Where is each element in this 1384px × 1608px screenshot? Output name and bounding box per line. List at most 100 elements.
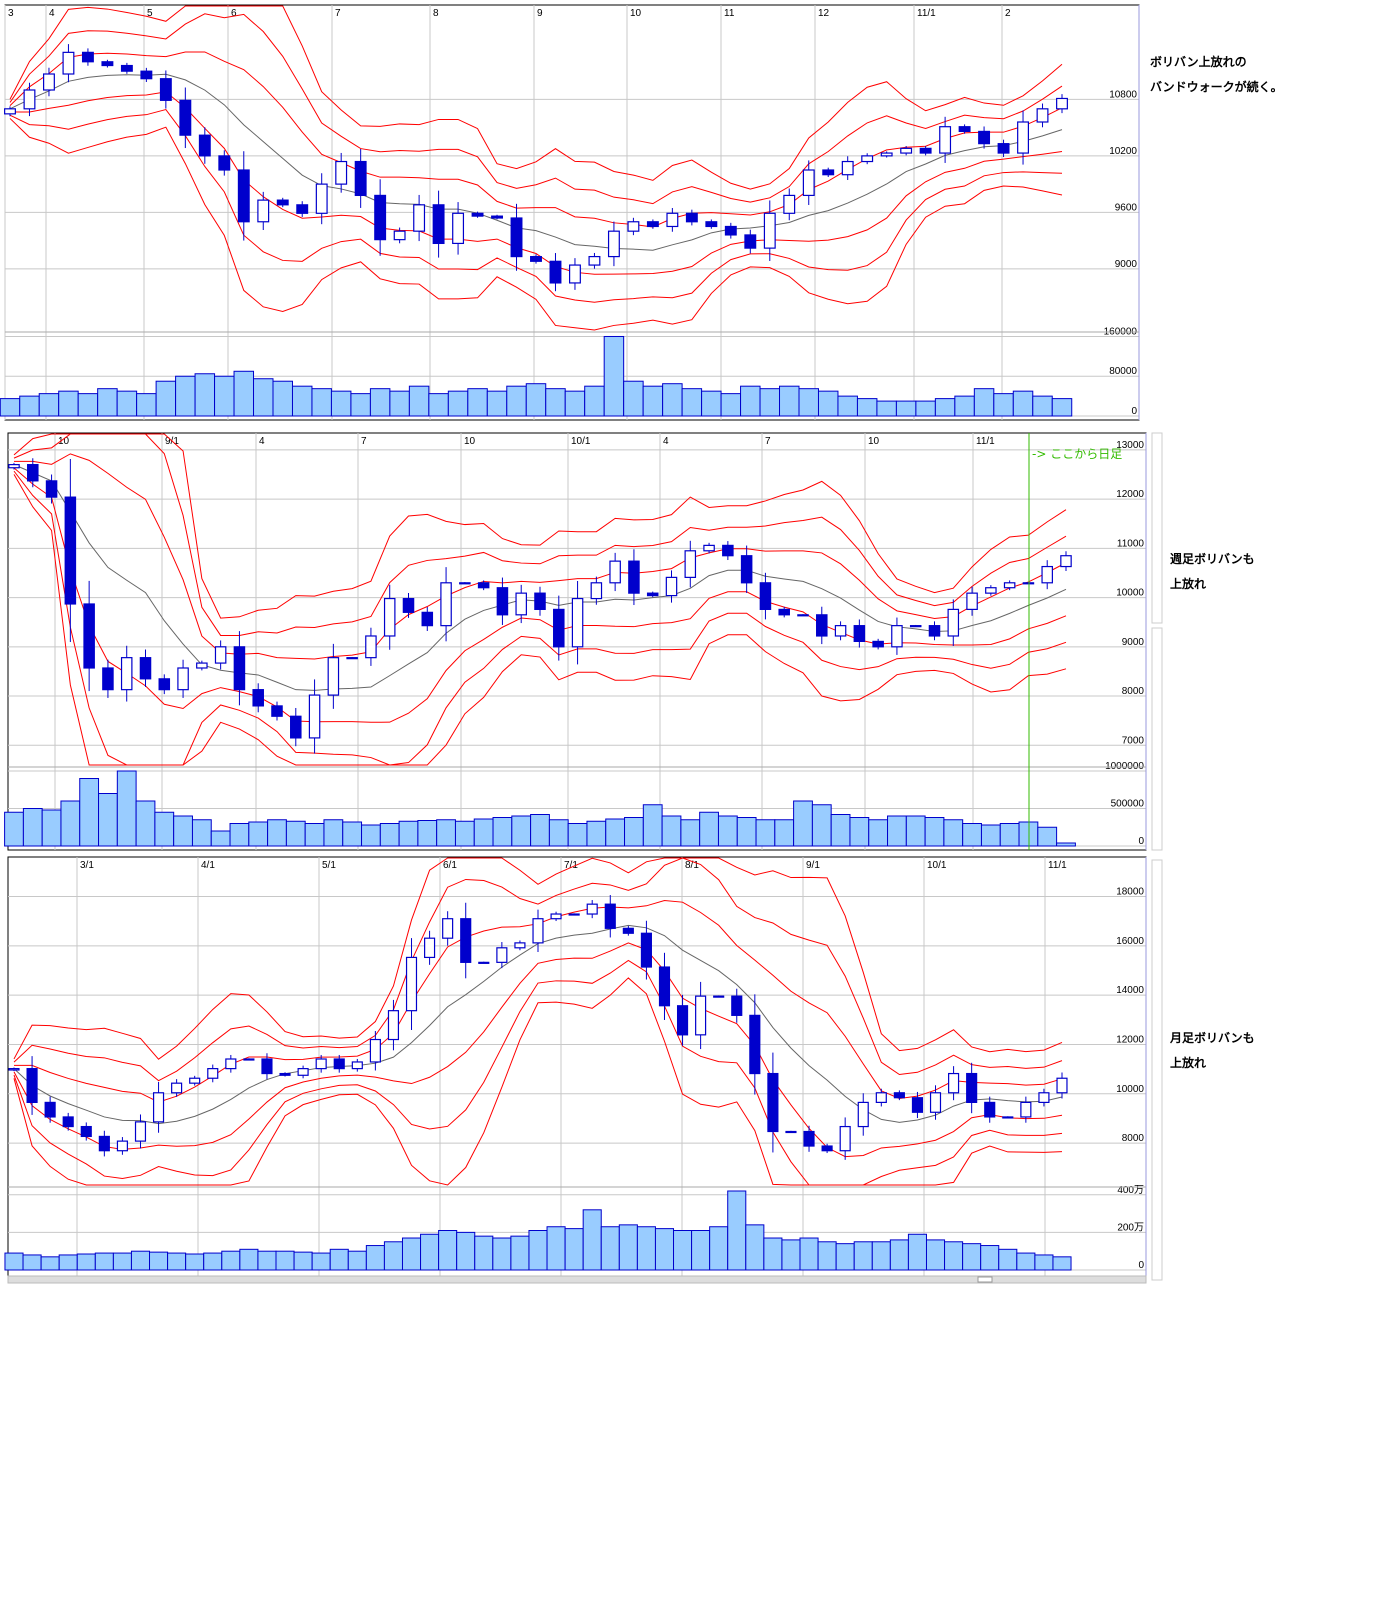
- volume-bar: [779, 385, 800, 417]
- volume-bar: [525, 383, 547, 417]
- volume-bar: [564, 1228, 584, 1271]
- candle-down: [628, 560, 640, 594]
- candle-up: [23, 89, 36, 110]
- candle-up: [713, 995, 725, 998]
- candle-down: [296, 204, 309, 214]
- volume-bar: [1032, 395, 1053, 417]
- bollinger-upper-2sigma: [9, 13, 1063, 205]
- price-tick-label: 8000: [1122, 1133, 1145, 1144]
- candle-up: [478, 961, 490, 964]
- date-tick-label: 9/1: [806, 860, 820, 871]
- volume-bar: [4, 811, 24, 847]
- candle-down: [83, 603, 95, 669]
- volume-bar: [112, 1252, 132, 1271]
- candle-down: [477, 582, 490, 589]
- volume-bar: [528, 1230, 548, 1271]
- volume-bar: [257, 1250, 277, 1271]
- volume-bar: [417, 820, 438, 847]
- candle-up: [346, 657, 358, 660]
- volume-bar: [889, 1239, 909, 1271]
- volume-bar: [22, 1254, 42, 1271]
- candle-up: [62, 51, 75, 75]
- date-tick-label: 7: [765, 436, 771, 447]
- candle-up: [442, 918, 454, 939]
- volume-bar: [781, 1239, 801, 1271]
- candle-down: [872, 640, 884, 648]
- date-tick-label: 8/1: [685, 860, 699, 871]
- volume-bar: [654, 1228, 675, 1271]
- candle-up: [8, 1068, 20, 1071]
- candle-up: [802, 169, 815, 197]
- volume-bar: [233, 370, 255, 417]
- candle-up: [609, 560, 621, 584]
- bollinger-lower-2sigma: [13, 959, 1063, 1186]
- price-tick-label: 14000: [1116, 985, 1144, 996]
- candle-up: [369, 1038, 381, 1063]
- bollinger-upper-3sigma: [13, 857, 1063, 1060]
- volume-bar: [511, 815, 532, 847]
- volume-bar: [662, 383, 683, 417]
- candle-down: [64, 496, 77, 605]
- candle-up: [586, 903, 598, 915]
- candle-up: [880, 152, 893, 157]
- candle-up: [909, 625, 922, 628]
- price-tick-label: 9000: [1115, 259, 1138, 270]
- candle-up: [891, 625, 903, 648]
- annotation-monthly-1: 月足ボリバンも: [1170, 1031, 1255, 1045]
- candle-up: [841, 160, 854, 176]
- candle-down: [646, 221, 659, 228]
- candle-down: [821, 1145, 833, 1152]
- volume-bar: [973, 388, 995, 417]
- date-tick-label: 11/1: [917, 8, 936, 19]
- volume-bar: [999, 823, 1020, 847]
- candle-up: [514, 942, 526, 949]
- scrollbar-thumb[interactable]: [977, 1276, 993, 1283]
- date-tick-label: 3: [8, 8, 14, 19]
- volume-bar: [835, 1243, 855, 1271]
- price-tick-label: 10800: [1109, 89, 1137, 100]
- candle-down: [722, 544, 734, 557]
- candle-up: [297, 1068, 309, 1076]
- annotation-weekly-1: 週足ボリバンも: [1170, 552, 1255, 566]
- candle-up: [207, 1068, 219, 1079]
- volume-bar: [76, 1253, 96, 1271]
- horizontal-scrollbar[interactable]: [7, 1275, 1147, 1284]
- candle-up: [214, 646, 227, 664]
- volume-bar: [486, 390, 508, 417]
- candle-down: [553, 608, 565, 648]
- annotation-daily-2: バンドウォークが続く。: [1150, 80, 1283, 94]
- volume-bar: [600, 1226, 620, 1271]
- candle-up: [351, 1061, 363, 1070]
- volume-bar: [584, 385, 605, 417]
- volume-bar: [194, 373, 216, 417]
- candle-up: [440, 582, 452, 627]
- candle-up: [763, 212, 776, 249]
- candle-down: [98, 1135, 110, 1152]
- volume-bar: [408, 385, 430, 417]
- candle-down: [432, 204, 445, 245]
- volume-bar: [681, 388, 703, 417]
- volume-bar: [1052, 1256, 1072, 1271]
- candle-up: [797, 614, 809, 617]
- candle-up: [393, 230, 406, 241]
- candle-down: [276, 199, 289, 206]
- volume-bar: [868, 819, 889, 847]
- candle-down: [27, 464, 39, 482]
- volume-bar: [642, 804, 663, 847]
- candle-down: [997, 143, 1010, 154]
- candle-up: [1056, 97, 1068, 110]
- volume-bar: [962, 1243, 982, 1271]
- bollinger-upper-3sigma: [9, 5, 1063, 190]
- candle-down: [491, 215, 503, 219]
- volume-bar: [755, 819, 776, 847]
- volume-tick-label: 0: [1131, 406, 1137, 417]
- candle-down: [640, 932, 652, 968]
- volume-bar: [661, 815, 682, 847]
- candle-down: [101, 61, 114, 67]
- date-tick-label: 11/1: [976, 436, 995, 447]
- candle-up: [947, 608, 960, 637]
- candle-up: [171, 1082, 183, 1094]
- candle-up: [966, 592, 978, 610]
- candle-up: [568, 913, 580, 916]
